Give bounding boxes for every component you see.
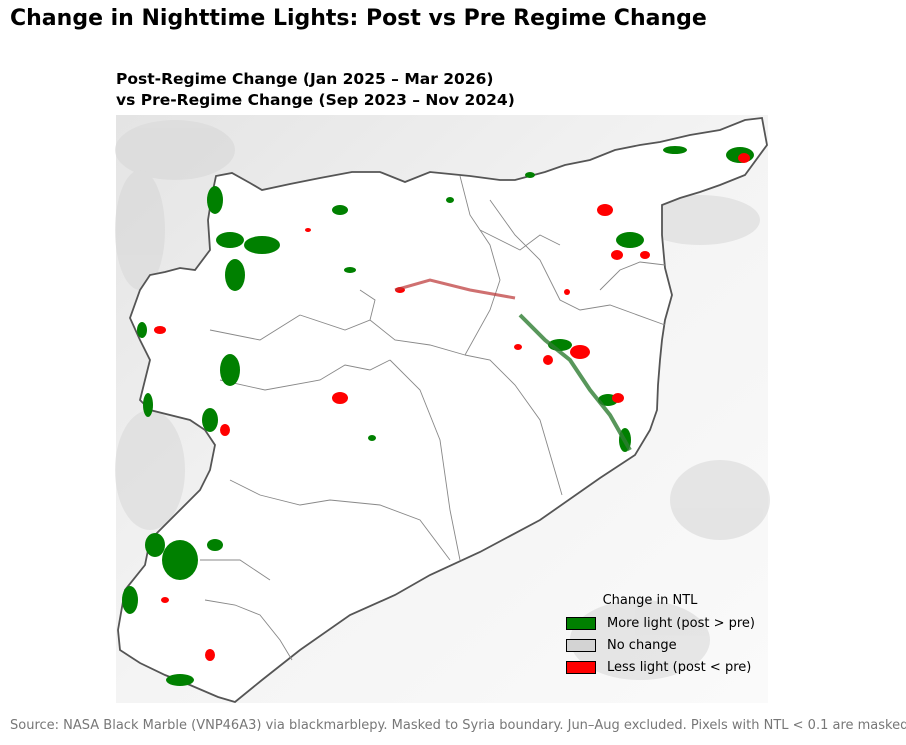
legend-swatch-green [566, 616, 596, 630]
legend-swatch-gray [566, 638, 596, 652]
legend-item-less-light: Less light (post < pre) [566, 656, 780, 678]
hillshade-texture [115, 120, 770, 680]
legend-label-less-light: Less light (post < pre) [607, 659, 752, 675]
country-boundary [117, 117, 768, 703]
lake-corridor [394, 278, 516, 300]
map-legend: Change in NTL More light (post > pre) No… [560, 593, 780, 678]
source-note: Source: NASA Black Marble (VNP46A3) via … [10, 718, 906, 733]
legend-label-more-light: More light (post > pre) [607, 615, 755, 631]
legend-item-no-change: No change [566, 634, 780, 656]
map-subtitle: Post-Regime Change (Jan 2025 – Mar 2026)… [116, 69, 515, 111]
main-title: Change in Nighttime Lights: Post vs Pre … [10, 6, 707, 31]
legend-swatch-red [566, 660, 596, 674]
legend-title: Change in NTL [602, 593, 698, 608]
euphrates-corridor [518, 313, 632, 451]
subtitle-line-2: vs Pre-Regime Change (Sep 2023 – Nov 202… [116, 91, 515, 109]
ntl-less-light-clusters [154, 153, 750, 661]
subtitle-line-1: Post-Regime Change (Jan 2025 – Mar 2026) [116, 70, 494, 88]
legend-item-more-light: More light (post > pre) [566, 612, 780, 634]
legend-label-no-change: No change [607, 637, 677, 653]
governorate-boundaries [200, 175, 666, 661]
